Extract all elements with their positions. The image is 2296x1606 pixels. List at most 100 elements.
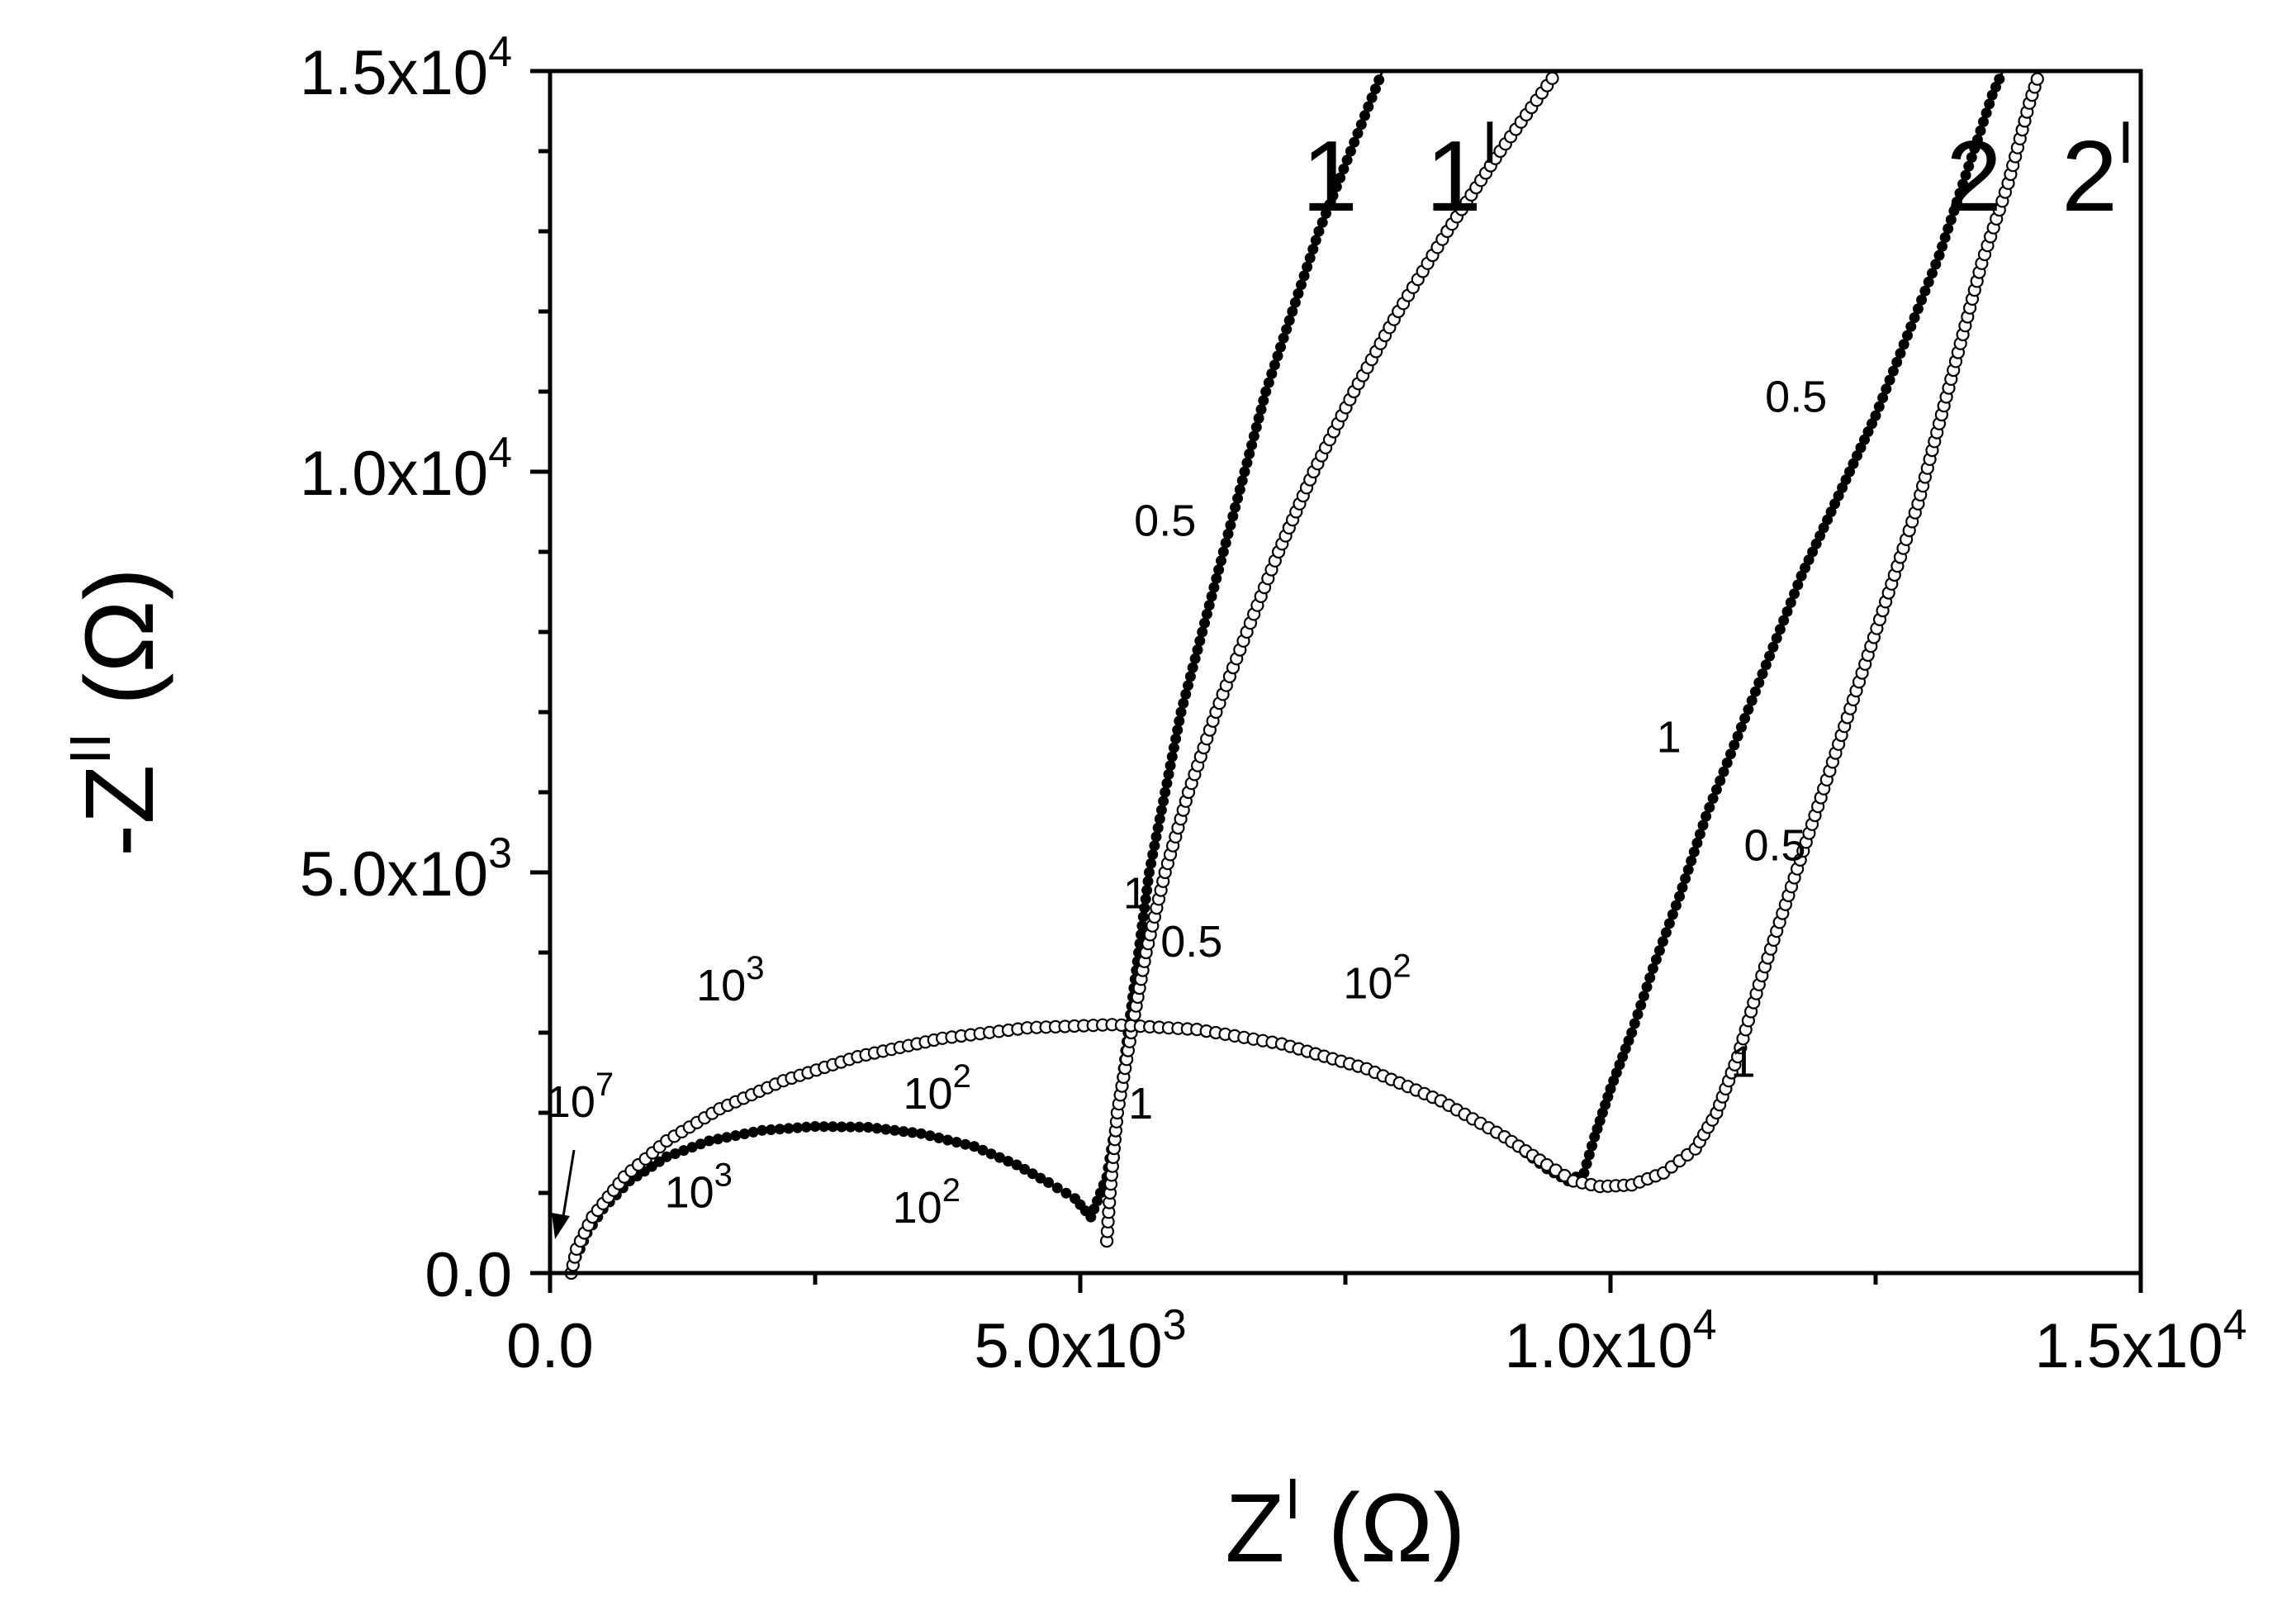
data-point [1170, 733, 1182, 744]
data-point [1363, 101, 1374, 112]
data-point [1877, 392, 1889, 403]
data-point [1161, 777, 1173, 789]
data-point [1345, 145, 1356, 157]
data-point [1141, 885, 1153, 896]
data-point [1760, 659, 1772, 671]
data-point [1884, 374, 1895, 386]
data-point [960, 1138, 971, 1150]
data-point [1208, 582, 1220, 593]
data-point [800, 1121, 812, 1133]
data-point [836, 1121, 847, 1133]
data-point [1807, 546, 1819, 558]
data-point [1163, 768, 1174, 780]
data-point [1948, 205, 1960, 216]
data-point [809, 1121, 821, 1132]
data-point [1981, 107, 1992, 119]
data-point [1844, 466, 1855, 478]
data-point [1963, 160, 1975, 172]
data-point [1160, 786, 1171, 798]
frequency-label: 1 [1123, 869, 1148, 919]
data-point [1725, 748, 1736, 760]
data-point [1990, 81, 2001, 93]
data-point [1697, 820, 1709, 831]
y-tick-label: 5.0x103 [300, 829, 512, 910]
data-point [1767, 641, 1779, 653]
frequency-label: 0.5 [1134, 497, 1196, 546]
data-point [1236, 475, 1248, 487]
data-point [1984, 98, 1995, 110]
data-point [1248, 430, 1259, 442]
data-point [1803, 554, 1815, 566]
data-point [1822, 514, 1833, 525]
x-tick-label: 1.0x104 [1504, 1301, 1716, 1381]
data-point [1307, 244, 1319, 255]
data-point [1945, 214, 1957, 226]
data-point [1771, 633, 1782, 644]
data-point [1818, 522, 1829, 534]
data-point [1778, 615, 1790, 626]
data-point [783, 1123, 795, 1134]
data-point [977, 1144, 989, 1156]
series-layer [564, 70, 2044, 1281]
data-point [1635, 1000, 1647, 1011]
data-point [1715, 775, 1726, 786]
data-point [1743, 704, 1754, 715]
data-point [1258, 395, 1269, 406]
data-point [1951, 196, 1962, 207]
data-point [1825, 506, 1837, 517]
data-point [1355, 119, 1367, 131]
data-point [1203, 600, 1215, 611]
data-point [1710, 784, 1722, 796]
data-point [1174, 715, 1185, 727]
data-point [695, 1138, 706, 1150]
data-point [670, 1148, 681, 1159]
x-tick-label: 1.5x104 [2034, 1301, 2246, 1381]
data-point [942, 1134, 953, 1146]
data-point [1180, 688, 1192, 700]
data-point [1587, 1140, 1597, 1152]
data-point [1266, 368, 1278, 379]
data-point [1792, 579, 1804, 591]
data-point [1260, 386, 1272, 397]
data-point [1201, 608, 1212, 620]
data-point [1978, 116, 1989, 127]
data-point [1660, 927, 1672, 938]
data-point [1147, 848, 1159, 860]
data-point [1647, 962, 1658, 974]
data-point [1222, 528, 1234, 539]
data-point [1887, 365, 1899, 377]
data-point [969, 1141, 980, 1152]
y-axis-title: -ZII (Ω) [58, 568, 174, 857]
data-point [1966, 152, 1977, 163]
data-point [1211, 573, 1222, 584]
data-point [1165, 760, 1176, 772]
pointer-arrow-head [552, 1213, 570, 1239]
data-point [1895, 348, 1906, 359]
data-point [1753, 677, 1765, 688]
data-point [1691, 837, 1703, 848]
data-point [1764, 650, 1776, 662]
frequency-label: 102 [1343, 948, 1411, 1008]
data-point [1735, 721, 1747, 733]
data-point [1939, 232, 1951, 243]
data-point [1194, 635, 1206, 647]
data-point [1316, 216, 1328, 228]
data-point [1187, 662, 1198, 673]
data-point [1146, 858, 1157, 869]
data-point [1217, 546, 1229, 558]
data-point [1905, 321, 1917, 332]
data-point [1746, 695, 1758, 706]
data-point [1810, 538, 1822, 549]
data-point [1707, 793, 1719, 804]
data-point [1327, 190, 1339, 202]
data-point [1680, 873, 1691, 884]
data-point [1789, 588, 1800, 600]
data-point [1732, 730, 1743, 742]
data-point [1166, 751, 1178, 763]
data-point [1663, 918, 1675, 929]
curve-label: 1 [1302, 120, 1358, 232]
data-point [757, 1124, 768, 1136]
data-point [1667, 909, 1678, 920]
data-point [1197, 626, 1208, 638]
